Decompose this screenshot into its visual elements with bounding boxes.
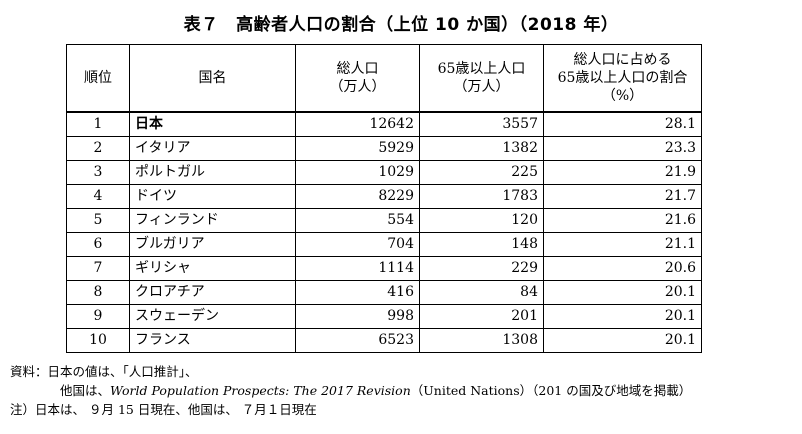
header-total-population-label: 総人口 [336,61,379,77]
cell-elderly-ratio: 20.1 [543,280,702,305]
cell-elderly-ratio: 20.1 [543,328,702,353]
cell-country: スウェーデン [129,304,296,329]
cell-country: クロアチア [129,280,296,305]
cell-elderly-population: 225 [419,160,544,185]
cell-total-population: 5929 [295,136,420,161]
cell-elderly-ratio: 20.1 [543,304,702,329]
header-elderly-ratio-line2: 65歳以上人口の割合 [557,70,688,86]
header-elderly-ratio-unit: （%） [601,88,644,104]
table-notes: 資料：日本の値は、「人口推計」、 他国は、World Population Pr… [10,362,691,419]
table-row: 3 ポルトガル 1029 225 21.9 [66,160,702,185]
cell-total-population: 8229 [295,184,420,209]
table-row: 9 スウェーデン 998 201 20.1 [66,304,702,329]
table-row: 8 クロアチア 416 84 20.1 [66,280,702,305]
cell-elderly-population: 1783 [419,184,544,209]
cell-elderly-ratio: 21.7 [543,184,702,209]
date-note: 注）日本は、 ９月 15 日現在、他国は、 ７月１日現在 [10,402,317,417]
cell-elderly-ratio: 21.6 [543,208,702,233]
source-publication-title: World Population Prospects: The 2017 Rev… [110,383,411,398]
cell-total-population: 1029 [295,160,420,185]
table-row: 1 日本 12642 3557 28.1 [66,111,702,137]
header-total-population-unit: （万人） [329,79,386,95]
cell-rank: 7 [66,256,130,281]
source-note-suffix: （United Nations）（201 の国及び地域を掲載） [410,383,692,398]
table-header-row: 順位 国名 総人口 （万人） 65歳以上人口 （万人） 総人口に占める 65歳以… [66,44,702,113]
cell-elderly-population: 1308 [419,328,544,353]
cell-country: イタリア [129,136,296,161]
cell-total-population: 998 [295,304,420,329]
elderly-population-table: 順位 国名 総人口 （万人） 65歳以上人口 （万人） 総人口に占める 65歳以… [66,44,702,353]
cell-total-population: 1114 [295,256,420,281]
cell-elderly-ratio: 21.1 [543,232,702,257]
cell-rank: 5 [66,208,130,233]
source-note-line2: 他国は、World Population Prospects: The 2017… [10,381,691,400]
source-note-prefix: 他国は、 [60,383,111,398]
header-elderly-population: 65歳以上人口 （万人） [419,44,544,113]
cell-elderly-ratio: 28.1 [543,111,702,137]
cell-elderly-population: 3557 [419,111,544,137]
table-row: 2 イタリア 5929 1382 23.3 [66,136,702,161]
table-row: 6 ブルガリア 704 148 21.1 [66,232,702,257]
cell-elderly-ratio: 21.9 [543,160,702,185]
cell-rank: 10 [66,328,130,353]
cell-elderly-population: 1382 [419,136,544,161]
source-note-line1: 資料：日本の値は、「人口推計」、 [10,364,198,379]
header-elderly-population-unit: （万人） [453,79,510,95]
cell-total-population: 704 [295,232,420,257]
header-elderly-ratio: 総人口に占める 65歳以上人口の割合 （%） [543,44,702,113]
cell-rank: 2 [66,136,130,161]
table-row: 10 フランス 6523 1308 20.1 [66,328,702,353]
header-rank: 順位 [66,44,130,113]
table-row: 7 ギリシャ 1114 229 20.6 [66,256,702,281]
cell-total-population: 416 [295,280,420,305]
cell-rank: 1 [66,111,130,137]
cell-rank: 8 [66,280,130,305]
cell-country: ギリシャ [129,256,296,281]
cell-rank: 6 [66,232,130,257]
cell-country: フィンランド [129,208,296,233]
cell-total-population: 554 [295,208,420,233]
cell-elderly-population: 201 [419,304,544,329]
cell-country: ブルガリア [129,232,296,257]
cell-elderly-population: 229 [419,256,544,281]
cell-country: ドイツ [129,184,296,209]
cell-elderly-population: 84 [419,280,544,305]
cell-elderly-ratio: 23.3 [543,136,702,161]
table-row: 4 ドイツ 8229 1783 21.7 [66,184,702,209]
table-row: 5 フィンランド 554 120 21.6 [66,208,702,233]
cell-rank: 4 [66,184,130,209]
cell-elderly-population: 148 [419,232,544,257]
cell-rank: 3 [66,160,130,185]
cell-country: フランス [129,328,296,353]
cell-rank: 9 [66,304,130,329]
cell-country: 日本 [129,111,296,137]
header-country: 国名 [129,44,296,113]
header-elderly-ratio-line1: 総人口に占める [573,52,672,68]
cell-elderly-ratio: 20.6 [543,256,702,281]
cell-total-population: 12642 [295,111,420,137]
cell-elderly-population: 120 [419,208,544,233]
header-total-population: 総人口 （万人） [295,44,420,113]
header-elderly-population-label: 65歳以上人口 [437,61,526,77]
cell-total-population: 6523 [295,328,420,353]
table-title: 表７ 高齢者人口の割合（上位 10 か国）（2018 年） [183,15,619,35]
cell-country: ポルトガル [129,160,296,185]
